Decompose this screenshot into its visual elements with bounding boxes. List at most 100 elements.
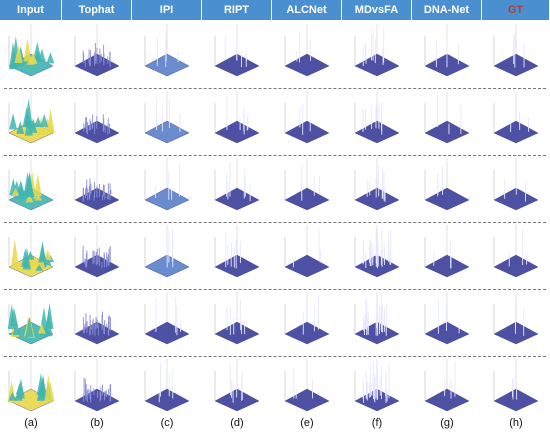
- plot-mdvsfa: [342, 156, 412, 222]
- 3d-surface-plot: [8, 24, 55, 77]
- plot-input: [0, 89, 62, 155]
- 3d-surface-plot: [424, 91, 470, 144]
- column-header-bar: Input Tophat IPI RIPT ALCNet MDvsFA DNA-Net GT: [0, 0, 550, 20]
- 3d-surface-plot: [74, 359, 120, 412]
- 3d-surface-plot: [493, 158, 539, 211]
- result-row: [0, 357, 550, 423]
- row-divider: [4, 222, 546, 223]
- plot-mdvsfa: [342, 89, 412, 155]
- 3d-surface-plot: [144, 225, 190, 278]
- plot-ript: [202, 156, 272, 222]
- plot-tophat: [62, 22, 132, 88]
- 3d-surface-plot: [7, 359, 55, 412]
- plot-ipi: [132, 290, 202, 356]
- column-caption-alcnet: (e): [300, 417, 314, 429]
- plot-mdvsfa: [342, 223, 412, 289]
- plot-dna-net: [412, 89, 482, 155]
- 3d-surface-plot: [493, 24, 539, 77]
- plot-tophat: [62, 156, 132, 222]
- plot-dna-net: [412, 290, 482, 356]
- 3d-surface-plot: [354, 24, 400, 77]
- 3d-surface-plot: [144, 24, 190, 77]
- plot-alcnet: [272, 223, 342, 289]
- plot-dna-net: [412, 22, 482, 88]
- column-caption-ipi: (c): [160, 417, 174, 429]
- row-divider: [4, 155, 546, 156]
- 3d-surface-plot: [8, 91, 55, 144]
- column-header-ript: RIPT: [202, 0, 272, 20]
- plot-alcnet: [272, 156, 342, 222]
- row-divider: [4, 356, 546, 357]
- result-row: [0, 223, 550, 289]
- 3d-surface-plot: [214, 225, 260, 278]
- plot-alcnet: [272, 290, 342, 356]
- plot-ipi: [132, 156, 202, 222]
- 3d-surface-plot: [214, 91, 260, 144]
- 3d-surface-plot: [8, 225, 55, 278]
- plot-gt: [482, 223, 550, 289]
- plot-input: [0, 223, 62, 289]
- plot-ript: [202, 89, 272, 155]
- plot-gt: [482, 22, 550, 88]
- plot-input: [0, 357, 62, 423]
- plot-gt: [482, 357, 550, 423]
- column-caption-mdvsfa: (f): [371, 417, 383, 429]
- plot-input: [0, 290, 62, 356]
- plot-mdvsfa: [342, 290, 412, 356]
- column-caption-ript: (d): [230, 417, 244, 429]
- column-caption-bar: (a) (b) (c) (d) (e) (f) (g) (h): [0, 414, 550, 432]
- 3d-surface-plot: [284, 91, 330, 144]
- row-divider: [4, 289, 546, 290]
- 3d-surface-plot: [74, 292, 120, 345]
- 3d-surface-plot: [354, 91, 400, 144]
- 3d-surface-plot: [214, 359, 260, 412]
- plot-tophat: [62, 89, 132, 155]
- plot-gt: [482, 89, 550, 155]
- 3d-surface-plot: [284, 24, 330, 77]
- column-header-gt: GT: [482, 0, 550, 20]
- 3d-surface-plot: [424, 24, 470, 77]
- 3d-surface-plot: [424, 292, 470, 345]
- column-caption-dna-net: (g): [440, 417, 454, 429]
- 3d-surface-plot: [214, 292, 260, 345]
- 3d-surface-plot: [74, 158, 120, 211]
- 3d-surface-plot: [284, 359, 330, 412]
- plot-ipi: [132, 357, 202, 423]
- 3d-surface-plot: [424, 225, 470, 278]
- 3d-surface-plot: [144, 359, 190, 412]
- plot-gt: [482, 156, 550, 222]
- 3d-surface-plot: [493, 225, 539, 278]
- plot-dna-net: [412, 357, 482, 423]
- plot-alcnet: [272, 357, 342, 423]
- 3d-surface-plot: [74, 91, 120, 144]
- 3d-surface-plot: [8, 158, 54, 211]
- 3d-surface-plot: [424, 158, 470, 211]
- result-row: [0, 22, 550, 88]
- 3d-surface-plot: [424, 359, 470, 412]
- plot-ipi: [132, 223, 202, 289]
- column-header-tophat: Tophat: [62, 0, 132, 20]
- column-header-mdvsfa: MDvsFA: [342, 0, 412, 20]
- plot-tophat: [62, 223, 132, 289]
- plot-input: [0, 22, 62, 88]
- 3d-surface-plot: [144, 158, 190, 211]
- plot-alcnet: [272, 22, 342, 88]
- column-caption-gt: (h): [509, 417, 523, 429]
- column-header-dna-net: DNA-Net: [412, 0, 482, 20]
- 3d-surface-plot: [354, 225, 400, 278]
- plot-tophat: [62, 357, 132, 423]
- 3d-surface-plot: [144, 292, 190, 345]
- plot-alcnet: [272, 89, 342, 155]
- column-header-alcnet: ALCNet: [272, 0, 342, 20]
- column-caption-input: (a): [24, 417, 38, 429]
- column-caption-tophat: (b): [90, 417, 104, 429]
- plot-ipi: [132, 89, 202, 155]
- plot-tophat: [62, 290, 132, 356]
- 3d-surface-plot: [74, 24, 120, 77]
- 3d-surface-plot: [7, 292, 54, 345]
- result-row: [0, 156, 550, 222]
- result-row: [0, 89, 550, 155]
- 3d-surface-plot: [214, 158, 260, 211]
- 3d-surface-plot: [144, 91, 190, 144]
- plot-dna-net: [412, 156, 482, 222]
